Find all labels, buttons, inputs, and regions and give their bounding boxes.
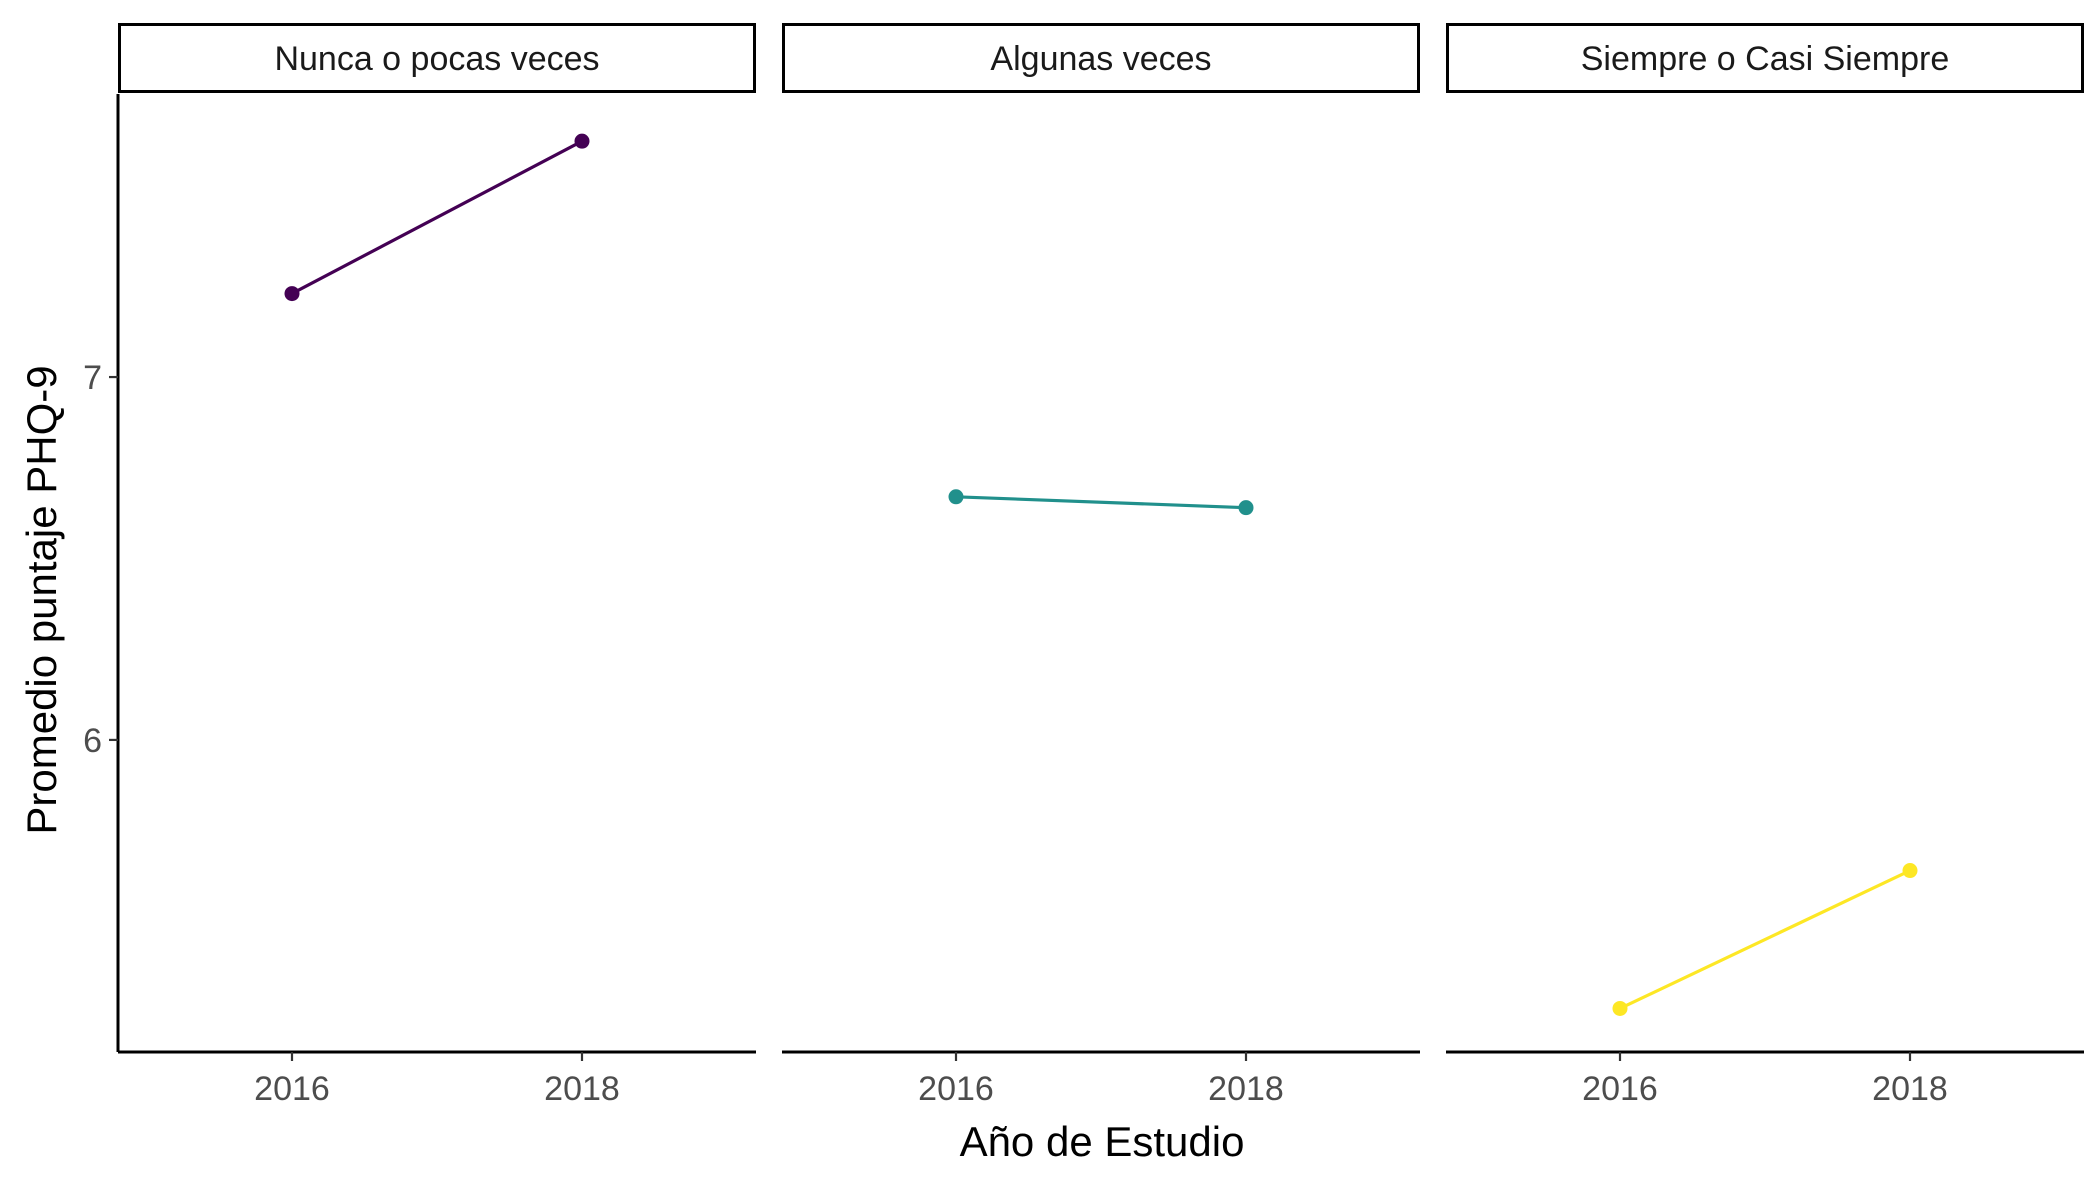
series-line-nunca-o-pocas-veces bbox=[290, 139, 584, 296]
data-point-siempre-o-casi-siempre-2016 bbox=[1612, 1000, 1628, 1016]
x-tick-label-siempre-o-casi-siempre-2016: 2016 bbox=[1582, 1070, 1658, 1108]
y-tick-label-7: 7 bbox=[83, 359, 102, 397]
facet-algunas-veces: Algunas veces 2016 2018 bbox=[782, 23, 1420, 1108]
x-tick-label-nunca-o-pocas-veces-2016: 2016 bbox=[254, 1070, 330, 1108]
x-tick-label-nunca-o-pocas-veces-2018: 2018 bbox=[544, 1070, 620, 1108]
facet-strip-label-nunca-o-pocas-veces: Nunca o pocas veces bbox=[274, 40, 599, 78]
x-tick-label-algunas-veces-2018: 2018 bbox=[1208, 1070, 1284, 1108]
series-line-algunas-veces bbox=[954, 495, 1248, 510]
facet-strip-nunca-o-pocas-veces bbox=[118, 23, 756, 93]
y-tick-label-6: 6 bbox=[83, 722, 102, 760]
facet-strip-siempre-o-casi-siempre bbox=[1446, 23, 2084, 93]
data-point-nunca-o-pocas-veces-2016 bbox=[284, 286, 300, 302]
data-point-nunca-o-pocas-veces-2018 bbox=[574, 133, 590, 149]
y-axis: 67 bbox=[83, 94, 120, 1052]
facet-strip-algunas-veces bbox=[782, 23, 1420, 93]
series-line-siempre-o-casi-siempre bbox=[1618, 868, 1912, 1011]
x-axis-title: Año de Estudio bbox=[960, 1118, 1245, 1165]
facet-siempre-o-casi-siempre: Siempre o Casi Siempre 2016 2018 bbox=[1446, 23, 2084, 1108]
facet-strip-label-algunas-veces: Algunas veces bbox=[990, 40, 1211, 78]
x-tick-label-siempre-o-casi-siempre-2018: 2018 bbox=[1872, 1070, 1948, 1108]
y-axis-title: Promedio puntaje PHQ-9 bbox=[18, 365, 65, 834]
data-point-siempre-o-casi-siempre-2018 bbox=[1902, 863, 1918, 879]
facet-nunca-o-pocas-veces: Nunca o pocas veces 2016 2018 bbox=[118, 23, 756, 1108]
data-point-algunas-veces-2016 bbox=[948, 489, 964, 505]
facet-strip-label-siempre-o-casi-siempre: Siempre o Casi Siempre bbox=[1581, 40, 1949, 78]
data-point-algunas-veces-2018 bbox=[1238, 500, 1254, 516]
x-tick-label-algunas-veces-2016: 2016 bbox=[918, 1070, 994, 1108]
